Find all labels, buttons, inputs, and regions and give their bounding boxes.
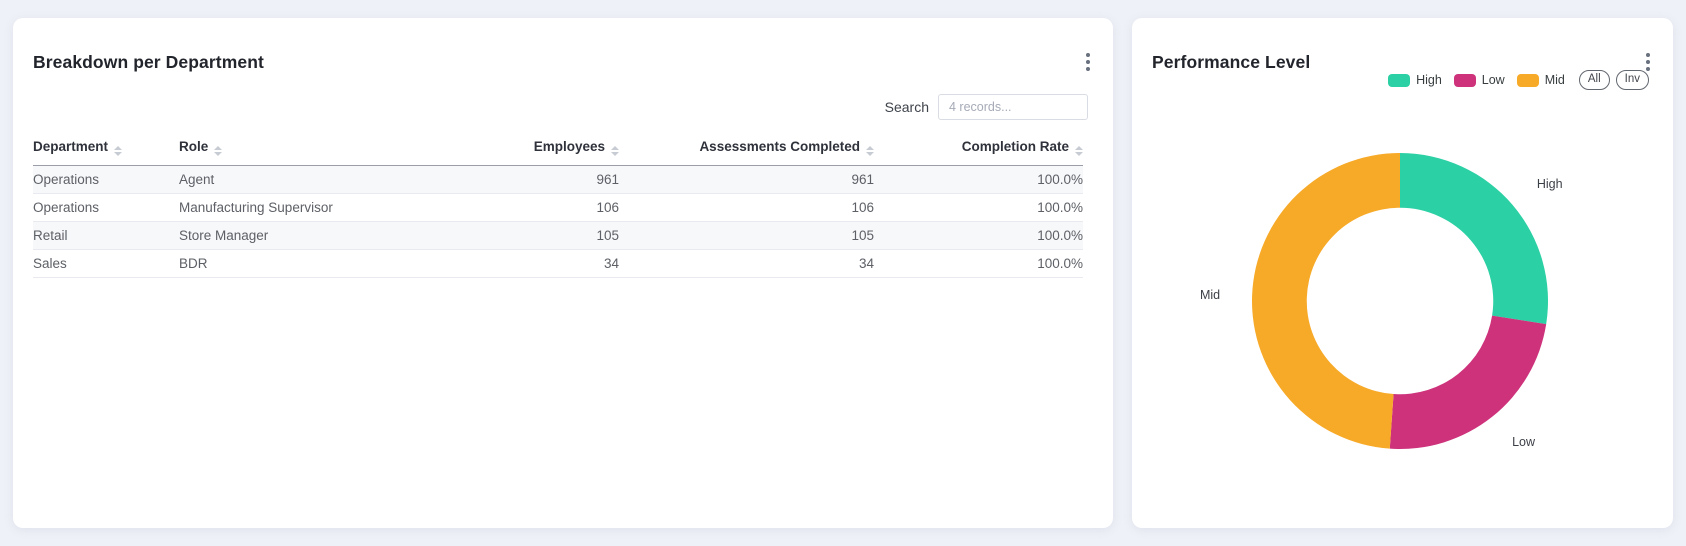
table-cell: 961 bbox=[429, 165, 619, 194]
table-cell: 961 bbox=[619, 165, 874, 194]
search-input[interactable] bbox=[938, 94, 1088, 120]
legend-swatch bbox=[1516, 73, 1539, 87]
column-header-label: Employees bbox=[533, 139, 605, 154]
legend-swatch bbox=[1453, 73, 1476, 87]
table-cell: 100.0% bbox=[874, 165, 1083, 194]
breakdown-card: Breakdown per Department Search Departme… bbox=[13, 18, 1113, 528]
donut-slice-mid[interactable] bbox=[1252, 153, 1400, 449]
table-cell: 100.0% bbox=[874, 249, 1083, 278]
table-cell: 34 bbox=[619, 249, 874, 278]
table-row: Operations Manufacturing Supervisor 106 106… bbox=[33, 193, 1083, 222]
legend-item-high[interactable]: High bbox=[1388, 73, 1442, 87]
donut-chart: High Low Mid bbox=[1132, 108, 1673, 528]
chart-legend: High Low Mid All Inv bbox=[1388, 70, 1649, 90]
kebab-menu-icon[interactable] bbox=[1081, 50, 1095, 74]
column-header[interactable]: Role bbox=[179, 132, 429, 166]
sort-icon bbox=[114, 146, 123, 156]
card-title: Breakdown per Department bbox=[33, 52, 264, 72]
column-header[interactable]: Department bbox=[33, 132, 179, 166]
table-cell: 106 bbox=[619, 193, 874, 222]
sort-icon bbox=[611, 146, 619, 156]
table-cell: Agent bbox=[179, 165, 429, 194]
table-cell: Store Manager bbox=[179, 221, 429, 250]
chart-toolbar-button-all[interactable]: All bbox=[1578, 70, 1610, 90]
slice-label-high: High bbox=[1537, 177, 1563, 191]
table-row: Retail Store Manager 105 105 100.0% bbox=[33, 221, 1083, 250]
chart-toolbar-button-inv[interactable]: Inv bbox=[1615, 70, 1649, 90]
donut-slice-high[interactable] bbox=[1400, 153, 1548, 325]
table-cell: 106 bbox=[429, 193, 619, 222]
column-header-label: Role bbox=[179, 139, 209, 154]
table-cell: 34 bbox=[429, 249, 619, 278]
table-cell: Operations bbox=[33, 165, 179, 194]
column-header[interactable]: Employees bbox=[429, 132, 619, 166]
table-row: Sales BDR 34 34 100.0% bbox=[33, 249, 1083, 278]
kebab-menu-icon[interactable] bbox=[1641, 50, 1655, 74]
column-header-label: Assessments Completed bbox=[699, 139, 860, 154]
sort-icon bbox=[1075, 146, 1083, 156]
legend-label: High bbox=[1416, 73, 1442, 87]
table-cell: 105 bbox=[619, 221, 874, 250]
legend-swatch bbox=[1388, 73, 1411, 87]
table-cell: 105 bbox=[429, 221, 619, 250]
table-cell: BDR bbox=[179, 249, 429, 278]
table-row: Operations Agent 961 961 100.0% bbox=[33, 165, 1083, 194]
department-table: Department Role Employees Assessments Compl… bbox=[33, 132, 1083, 278]
table-cell: Manufacturing Supervisor bbox=[179, 193, 429, 222]
table-cell: Retail bbox=[33, 221, 179, 250]
legend-item-mid[interactable]: Mid bbox=[1516, 73, 1565, 87]
performance-card: Performance Level High Low Mid All Inv High… bbox=[1132, 18, 1673, 528]
column-header[interactable]: Assessments Completed bbox=[619, 132, 874, 166]
column-header-label: Completion Rate bbox=[961, 139, 1069, 154]
slice-label-mid: Mid bbox=[1200, 288, 1220, 302]
table-search: Search bbox=[885, 94, 1088, 120]
search-label: Search bbox=[884, 99, 929, 115]
sort-icon bbox=[214, 146, 223, 156]
legend-item-low[interactable]: Low bbox=[1453, 73, 1505, 87]
legend-label: Mid bbox=[1544, 73, 1565, 87]
table-cell: Sales bbox=[33, 249, 179, 278]
sort-icon bbox=[866, 146, 874, 156]
table-header-row: Department Role Employees Assessments Compl… bbox=[33, 132, 1083, 166]
column-header-label: Department bbox=[33, 139, 109, 154]
legend-label: Low bbox=[1481, 73, 1505, 87]
table-cell: Operations bbox=[33, 193, 179, 222]
donut-slice-low[interactable] bbox=[1389, 315, 1547, 449]
table-cell: 100.0% bbox=[874, 221, 1083, 250]
slice-label-low: Low bbox=[1512, 435, 1536, 449]
card-title: Performance Level bbox=[1152, 52, 1311, 72]
column-header[interactable]: Completion Rate bbox=[874, 132, 1083, 166]
table-cell: 100.0% bbox=[874, 193, 1083, 222]
